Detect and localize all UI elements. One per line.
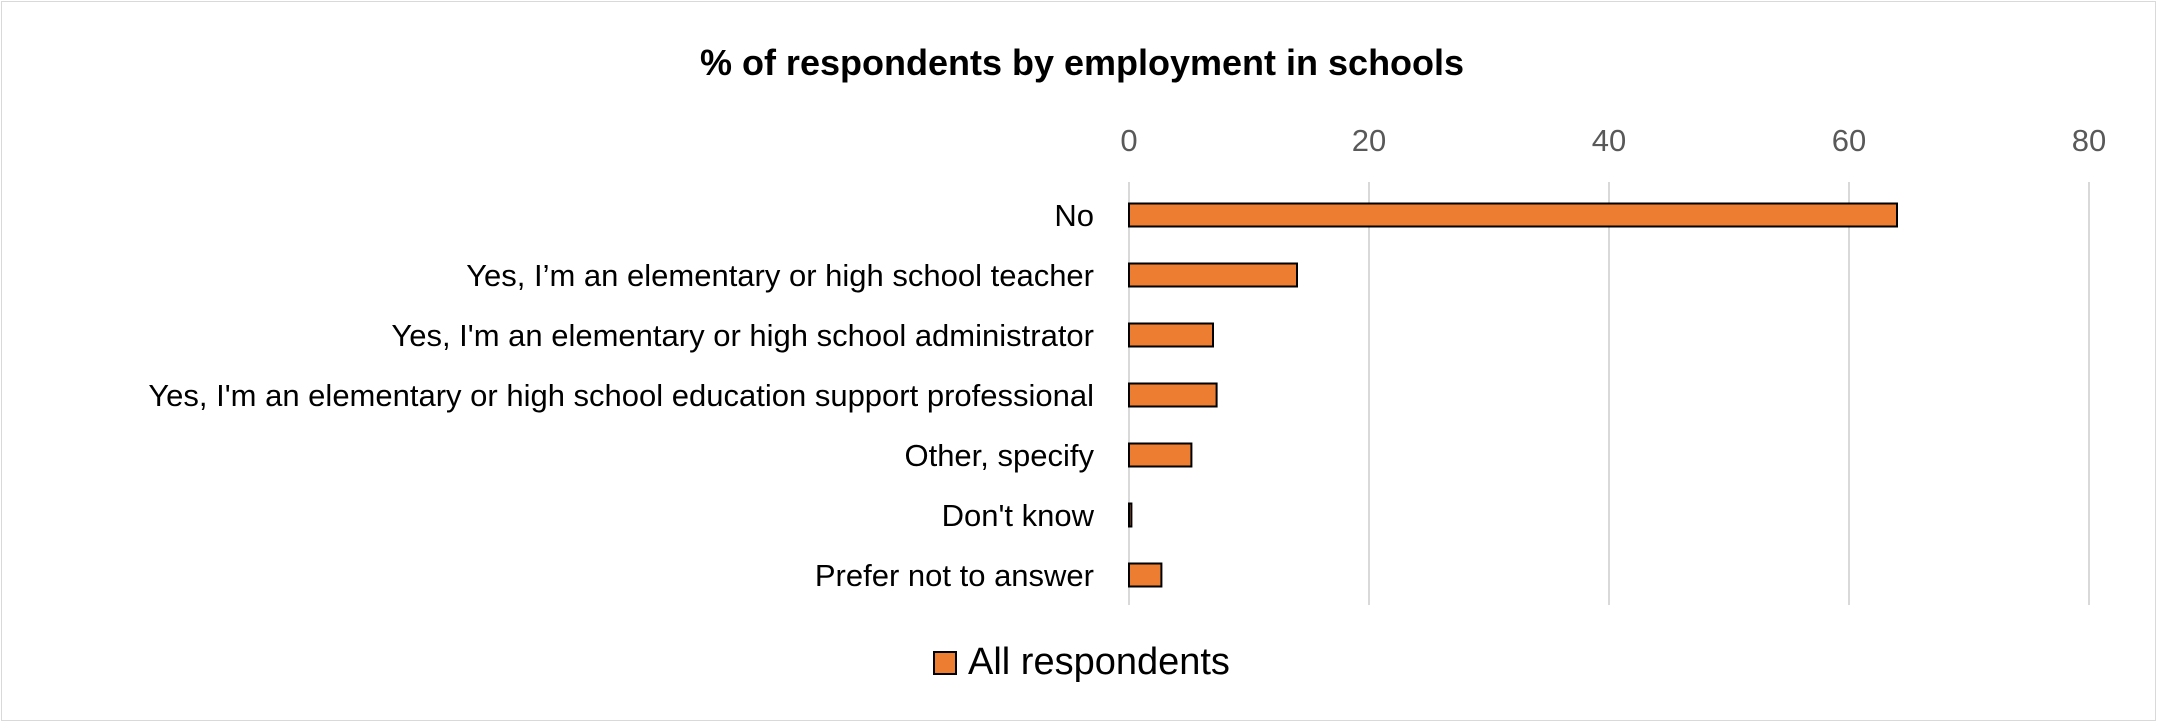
- bar: [1128, 442, 1193, 468]
- bar: [1128, 322, 1214, 348]
- bar: [1128, 502, 1133, 528]
- category-label: Yes, I’m an elementary or high school te…: [466, 258, 1094, 293]
- legend-swatch: [933, 651, 957, 675]
- bars: [1128, 202, 1898, 588]
- chart-title: % of respondents by employment in school…: [700, 42, 1464, 83]
- bar: [1128, 562, 1163, 588]
- legend-label: All respondents: [968, 641, 1230, 683]
- x-tick-label: 60: [1832, 123, 1866, 158]
- x-axis-ticks: 0 20 40 60 80: [1120, 123, 2106, 158]
- category-label: Prefer not to answer: [815, 558, 1094, 593]
- x-tick-label: 20: [1352, 123, 1386, 158]
- x-tick-label: 80: [2072, 123, 2106, 158]
- x-tick-label: 0: [1120, 123, 1137, 158]
- legend: All respondents: [933, 641, 1230, 683]
- bar: [1128, 262, 1298, 288]
- x-tick-label: 40: [1592, 123, 1626, 158]
- category-label: Other, specify: [904, 438, 1094, 473]
- bar: [1128, 382, 1218, 408]
- category-label: Don't know: [942, 498, 1095, 533]
- category-label: Yes, I'm an elementary or high school ed…: [148, 378, 1094, 413]
- gridlines: [1128, 182, 2090, 605]
- category-label: No: [1054, 198, 1094, 233]
- category-labels: No Yes, I’m an elementary or high school …: [148, 198, 1094, 593]
- bar: [1128, 202, 1898, 228]
- category-label: Yes, I'm an elementary or high school ad…: [391, 318, 1094, 353]
